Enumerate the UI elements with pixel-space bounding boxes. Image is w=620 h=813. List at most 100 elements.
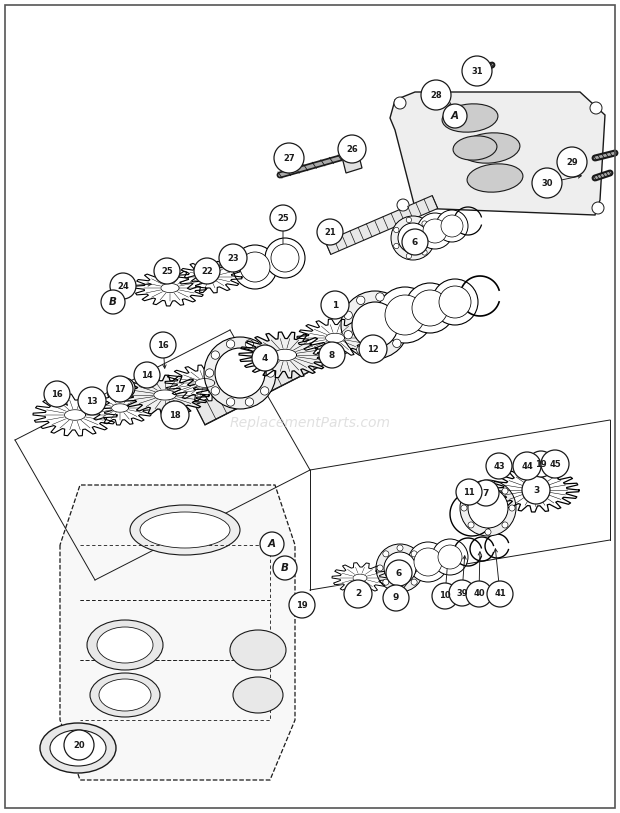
Circle shape: [466, 581, 492, 607]
Circle shape: [383, 579, 389, 585]
Text: ReplacementParts.com: ReplacementParts.com: [229, 415, 391, 430]
Circle shape: [44, 381, 70, 407]
Circle shape: [78, 387, 106, 415]
Text: 30: 30: [541, 179, 553, 188]
Text: 19: 19: [296, 601, 308, 610]
Circle shape: [394, 97, 406, 109]
Circle shape: [215, 348, 265, 398]
Circle shape: [289, 592, 315, 618]
Circle shape: [344, 331, 352, 339]
Polygon shape: [353, 574, 367, 582]
Circle shape: [422, 221, 427, 226]
Circle shape: [265, 238, 305, 278]
Circle shape: [274, 143, 304, 173]
Circle shape: [414, 548, 442, 576]
Text: 18: 18: [169, 411, 181, 420]
Circle shape: [557, 147, 587, 177]
Circle shape: [64, 730, 94, 760]
Text: 16: 16: [51, 389, 63, 398]
Text: 20: 20: [73, 741, 85, 750]
Polygon shape: [195, 288, 435, 425]
Circle shape: [421, 80, 451, 110]
Polygon shape: [390, 92, 605, 215]
Circle shape: [449, 580, 475, 606]
Ellipse shape: [97, 627, 153, 663]
Ellipse shape: [140, 512, 230, 548]
Circle shape: [101, 290, 125, 314]
Circle shape: [352, 302, 398, 348]
Circle shape: [432, 583, 458, 609]
Circle shape: [317, 219, 343, 245]
Circle shape: [487, 581, 513, 607]
Circle shape: [486, 453, 512, 479]
Circle shape: [473, 480, 499, 506]
Circle shape: [376, 349, 384, 357]
Polygon shape: [202, 273, 218, 280]
Polygon shape: [297, 319, 373, 357]
Circle shape: [383, 551, 389, 557]
Circle shape: [260, 387, 269, 395]
Polygon shape: [161, 284, 179, 293]
Text: 26: 26: [346, 145, 358, 154]
Circle shape: [422, 250, 427, 255]
Polygon shape: [165, 365, 245, 401]
Circle shape: [462, 56, 492, 86]
Circle shape: [134, 362, 160, 388]
Circle shape: [260, 532, 284, 556]
Circle shape: [397, 545, 403, 551]
Text: 45: 45: [549, 459, 561, 468]
Polygon shape: [178, 261, 242, 293]
Circle shape: [405, 283, 455, 333]
Circle shape: [438, 545, 462, 569]
Circle shape: [344, 580, 372, 608]
Text: 39: 39: [456, 589, 467, 598]
Polygon shape: [342, 152, 362, 173]
Polygon shape: [60, 485, 295, 780]
Polygon shape: [273, 350, 296, 361]
Circle shape: [246, 398, 254, 406]
Circle shape: [461, 505, 467, 511]
Circle shape: [443, 104, 467, 128]
Circle shape: [359, 335, 387, 363]
Text: 31: 31: [471, 67, 483, 76]
Circle shape: [417, 213, 453, 249]
Circle shape: [502, 488, 508, 494]
Polygon shape: [154, 390, 176, 400]
Polygon shape: [86, 391, 154, 425]
Ellipse shape: [453, 136, 497, 160]
Circle shape: [260, 351, 269, 359]
Ellipse shape: [230, 630, 286, 670]
Ellipse shape: [99, 679, 151, 711]
Circle shape: [240, 252, 270, 282]
Circle shape: [436, 210, 468, 242]
Polygon shape: [326, 196, 438, 254]
Circle shape: [398, 223, 428, 253]
Polygon shape: [326, 333, 345, 343]
Circle shape: [376, 293, 384, 301]
Text: 6: 6: [396, 568, 402, 577]
Circle shape: [211, 351, 219, 359]
Text: B: B: [109, 297, 117, 307]
Circle shape: [412, 290, 448, 326]
Ellipse shape: [460, 133, 520, 163]
Circle shape: [107, 376, 133, 402]
Circle shape: [406, 254, 412, 259]
Text: 2: 2: [355, 589, 361, 598]
Circle shape: [377, 565, 383, 571]
Circle shape: [110, 273, 136, 299]
Polygon shape: [134, 270, 206, 306]
Text: 28: 28: [430, 90, 442, 99]
Circle shape: [119, 382, 131, 394]
Polygon shape: [64, 410, 86, 420]
Circle shape: [429, 235, 434, 241]
Text: 27: 27: [283, 154, 295, 163]
Polygon shape: [332, 563, 388, 593]
Text: 41: 41: [494, 589, 506, 598]
Polygon shape: [195, 379, 215, 388]
Ellipse shape: [442, 104, 498, 133]
Circle shape: [233, 245, 277, 289]
Circle shape: [592, 202, 604, 214]
Ellipse shape: [40, 723, 116, 773]
Circle shape: [423, 219, 447, 243]
Circle shape: [270, 205, 296, 231]
